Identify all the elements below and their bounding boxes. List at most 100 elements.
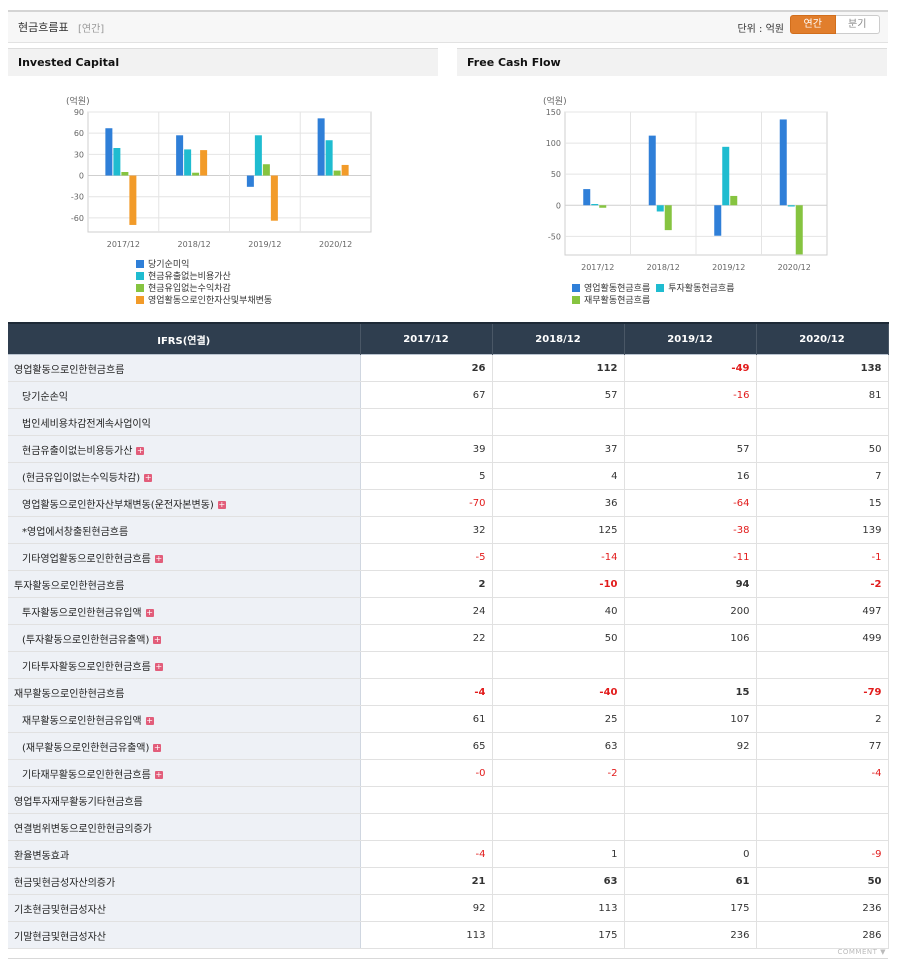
table-row: 영업활동으로인한자산부채변동(운전자본변동) + -70 36 -64 15 xyxy=(8,489,889,517)
value-cell: 26 xyxy=(360,354,493,382)
value-cell: 36 xyxy=(492,489,625,517)
row-label-text: *영업에서창출된현금흐름 xyxy=(22,526,129,538)
bar-영업활동으로인한자산및부채변동 xyxy=(341,164,349,176)
expand-plus-icon[interactable]: + xyxy=(217,499,226,509)
table-row: 투자활동으로인한현금유입액 +24 40 200 497 xyxy=(8,597,889,625)
table-row: 연결범위변동으로인한현금의증가 xyxy=(8,813,889,841)
y-axis-unit-label: (억원) xyxy=(66,95,90,107)
bar-영업활동현금흐름 xyxy=(779,119,787,206)
table-row: 재무활동으로인한현금흐름 -4 -40 15 -79 xyxy=(8,678,889,706)
table-row: 영업활동으로인한현금흐름 26 112 -49 138 xyxy=(8,354,889,382)
column-header-2020: 2020/12 xyxy=(756,322,889,355)
table-row: 기초현금및현금성자산 92 113 175 236 xyxy=(8,894,889,922)
expand-plus-icon[interactable]: + xyxy=(145,607,154,617)
value-cell: -11 xyxy=(624,543,757,571)
row-label: 투자활동으로인한현금유입액 + xyxy=(8,597,361,625)
value-cell: -5 xyxy=(360,543,493,571)
x-tick-label: 2018/12 xyxy=(647,263,680,272)
bar-영업활동으로인한자산및부채변동 xyxy=(270,175,278,221)
legend-swatch xyxy=(572,295,580,304)
value-cell: 77 xyxy=(756,732,889,760)
value-cell xyxy=(756,408,889,436)
table-row: 기타투자활동으로인한현금흐름 + xyxy=(8,651,889,679)
table-row: 법인세비용차감전계속사업이익 xyxy=(8,408,889,436)
table-row: 기타영업활동으로인한현금흐름 + -5 -14 -11 -1 xyxy=(8,543,889,571)
value-cell: 0 xyxy=(624,840,757,868)
value-cell: -9 xyxy=(756,840,889,868)
value-cell: 92 xyxy=(624,732,757,760)
y-tick-label: 90 xyxy=(74,108,84,117)
row-label-text: 투자활동으로인한현금유입액 xyxy=(22,607,142,619)
table-row: 재무활동으로인한현금유입액 +61 25 107 2 xyxy=(8,705,889,733)
table-row: 기타재무활동으로인한현금흐름 + -0 -2 -4 xyxy=(8,759,889,787)
expand-plus-icon[interactable]: + xyxy=(145,715,154,725)
value-cell xyxy=(360,651,493,679)
value-cell: 37 xyxy=(492,435,625,463)
value-cell: 16 xyxy=(624,462,757,490)
row-label: 재무활동으로인한현금흐름 xyxy=(8,678,361,706)
y-tick-label: 60 xyxy=(74,129,84,138)
value-cell: -70 xyxy=(360,489,493,517)
row-label-text: 기타투자활동으로인한현금흐름 xyxy=(22,661,151,673)
expand-plus-icon[interactable]: + xyxy=(154,661,163,671)
legend-label: 현금유출없는비용가산 xyxy=(148,272,231,282)
value-cell: 5 xyxy=(360,462,493,490)
column-header-2017: 2017/12 xyxy=(360,322,493,355)
bar-현금유출없는비용가산 xyxy=(325,140,333,176)
legend-label: 영업활동현금흐름 xyxy=(584,284,651,294)
legend-item: 현금유입없는수익차감 xyxy=(136,282,272,294)
expand-plus-icon[interactable]: + xyxy=(154,769,163,779)
row-label: 기타재무활동으로인한현금흐름 + xyxy=(8,759,361,787)
row-label-text: 기초현금및현금성자산 xyxy=(14,904,106,916)
row-label: 재무활동으로인한현금유입액 + xyxy=(8,705,361,733)
value-cell xyxy=(756,651,889,679)
value-cell: 2 xyxy=(756,705,889,733)
bar-현금유입없는수익차감 xyxy=(121,172,129,176)
value-cell: -10 xyxy=(492,570,625,598)
row-label-text: 영업활동으로인한자산부채변동(운전자본변동) xyxy=(22,499,214,511)
row-label-text: 기말현금및현금성자산 xyxy=(14,931,106,943)
expand-plus-icon[interactable]: + xyxy=(153,634,162,644)
value-cell: 286 xyxy=(756,921,889,949)
bar-투자활동현금흐름 xyxy=(787,205,795,207)
row-label-text: 환율변동효과 xyxy=(14,850,70,862)
row-label-text: 현금유출이없는비용등가산 xyxy=(22,445,133,457)
value-cell: 21 xyxy=(360,867,493,895)
value-cell: 50 xyxy=(492,624,625,652)
x-tick-label: 2020/12 xyxy=(778,263,811,272)
row-label-text: 기타영업활동으로인한현금흐름 xyxy=(22,553,151,565)
legend-label: 투자활동현금흐름 xyxy=(668,284,735,294)
value-cell: 57 xyxy=(492,381,625,409)
unit-label: 단위 : 억원 xyxy=(737,24,784,35)
bar-현금유입없는수익차감 xyxy=(192,172,200,176)
legend-label: 재무활동현금흐름 xyxy=(584,296,651,306)
value-cell: 92 xyxy=(360,894,493,922)
column-header-2018: 2018/12 xyxy=(492,322,625,355)
invested-capital-panel: Invested Capital (억원) 90 60 30 0 -30 -60 2017/1… xyxy=(8,48,438,318)
free-cash-flow-chart: (억원)150 100 50 0 -50 2017/12 2018/12 2019/12 202… xyxy=(543,95,828,272)
comment-toggle[interactable]: COMMENT ▼ xyxy=(837,948,886,956)
bar-현금유출없는비용가산 xyxy=(184,149,192,176)
value-cell: -79 xyxy=(756,678,889,706)
column-header-2019: 2019/12 xyxy=(624,322,757,355)
expand-plus-icon[interactable]: + xyxy=(153,742,162,752)
expand-plus-icon[interactable]: + xyxy=(136,445,145,455)
expand-plus-icon[interactable]: + xyxy=(144,472,153,482)
bar-영업활동현금흐름 xyxy=(648,135,656,206)
row-label-text: (현금유입이없는수익등차감) xyxy=(22,472,141,484)
value-cell: 200 xyxy=(624,597,757,625)
value-cell xyxy=(624,786,757,814)
expand-plus-icon[interactable]: + xyxy=(154,553,163,563)
annual-button[interactable]: 연간 xyxy=(790,15,836,34)
legend-item: 영업활동으로인한자산및부채변동 xyxy=(136,294,272,306)
bar-영업활동으로인한자산및부채변동 xyxy=(200,150,208,176)
quarterly-button[interactable]: 분기 xyxy=(835,15,880,34)
value-cell: 94 xyxy=(624,570,757,598)
value-cell: 125 xyxy=(492,516,625,544)
y-axis-unit-label: (억원) xyxy=(543,95,567,107)
value-cell: 113 xyxy=(360,921,493,949)
legend-row: 재무활동현금흐름 xyxy=(572,294,735,306)
bar-현금유출없는비용가산 xyxy=(254,135,262,176)
value-cell: 112 xyxy=(492,354,625,382)
row-label: 현금유출이없는비용등가산 + xyxy=(8,435,361,463)
